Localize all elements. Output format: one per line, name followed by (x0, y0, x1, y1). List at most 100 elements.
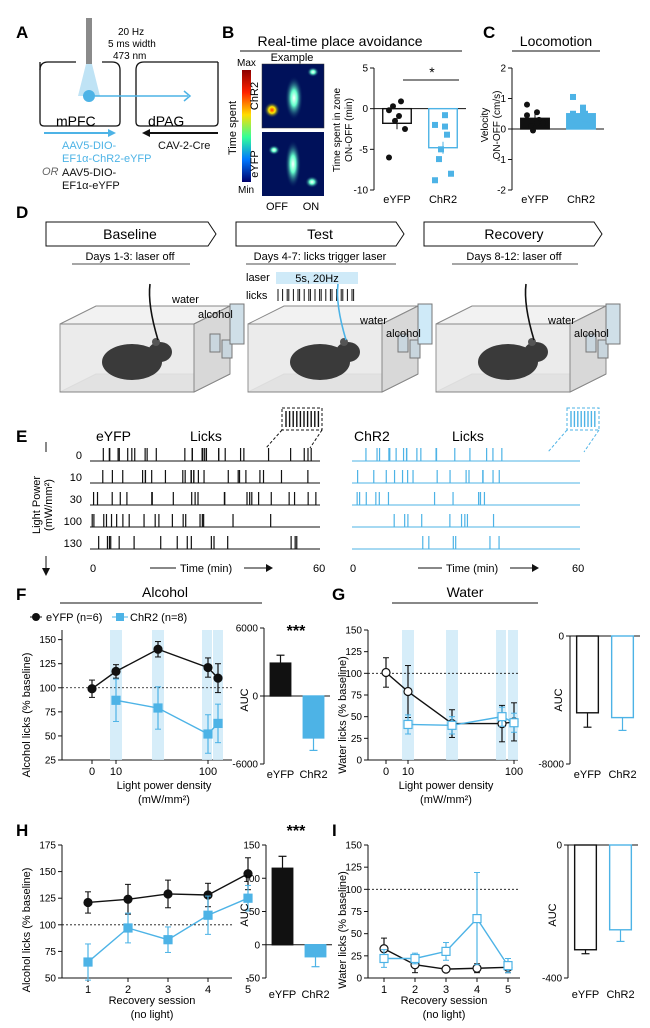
chart-C-point-ChR2-8 (582, 115, 588, 122)
mpfc-label: mPFC (56, 113, 96, 129)
stage-test-title: Test (307, 226, 333, 242)
chart-H-AUC-bar-ChR2 (304, 944, 327, 958)
chart-G-xtick-label-2: 100 (505, 766, 523, 778)
chart-H-ytick-label-0: 50 (45, 974, 57, 985)
chart-C-point-eYFP-3 (528, 122, 534, 129)
c-ylabel-2: ON-OFF (cm/s) (492, 91, 503, 160)
bottle-baseline (229, 303, 245, 345)
f-title: Alcohol (142, 584, 188, 600)
chart-H-xtick-label-3: 4 (205, 984, 211, 996)
mouse-recovery (478, 344, 538, 380)
chart-F-AUC-ytick-label-0: 6000 (236, 624, 259, 635)
chart-F-point-1-4 (213, 718, 223, 729)
chart-C-point-ChR2-5 (586, 122, 592, 129)
stage-recovery-title: Recovery (484, 226, 543, 242)
chart-G-AUC-ytick-label-0: 0 (558, 632, 564, 643)
b-off: OFF (266, 201, 288, 213)
chart-B-point-eYFP-2 (398, 98, 404, 105)
panel-h: Alcohol licks (% baseline) Recovery sess… (21, 823, 332, 1021)
e-licks-left: Licks (190, 428, 222, 444)
b-ylabel-1: Time spent in zone (332, 88, 343, 173)
e-row-label-2: 30 (70, 494, 82, 506)
e-zoom-eyfp (281, 407, 323, 431)
chart-F-point-1-3 (203, 729, 213, 739)
g-xlabel-1: Light power density (399, 780, 494, 792)
cav-label: CAV-2-Cre (158, 140, 210, 152)
e-ylabel-2: (mW/mm²) (43, 479, 55, 531)
cage-baseline: water alcohol (59, 283, 245, 393)
chart-G-stim-band-3 (508, 630, 518, 760)
chart-I-xtick-label-1: 2 (412, 984, 418, 996)
chart-F-xtick-label-2: 100 (199, 766, 217, 778)
chart-C-point-ChR2-1 (580, 104, 586, 111)
e-chr2: ChR2 (354, 428, 390, 444)
chart-G-AUC-bar-eYFP (575, 635, 600, 714)
chart-F-ytick-label-4: 125 (39, 659, 56, 670)
chart-G-xtick-label-1: 10 (402, 766, 414, 778)
chart-H-ytick-label-4: 150 (39, 867, 56, 878)
chart-G-point-1-1 (403, 719, 413, 730)
or-label: OR (42, 166, 59, 178)
chart-F-line-1 (115, 699, 219, 735)
chart-C-point-eYFP-5 (540, 119, 546, 126)
chart-B-point-ChR2-5 (448, 170, 454, 177)
cbar-max: Max (237, 58, 256, 69)
stage-arrow-baseline (45, 221, 217, 247)
chart-F-AUC-ytick-label-1: 0 (252, 692, 258, 703)
h-significance: *** (287, 823, 306, 840)
spout-recovery (585, 333, 597, 353)
chart-F-ytick-label-5: 150 (39, 635, 56, 646)
chart-I-xtick-label-2: 3 (443, 984, 449, 996)
chart-B-cat-eYFP: eYFP (383, 194, 411, 206)
chart-H-AUC-ytick-label-2: 50 (249, 907, 261, 918)
chart-H-xtick-label-2: 3 (165, 984, 171, 996)
stage-baseline-title: Baseline (103, 226, 157, 242)
chart-C-ytick-label-2: 0 (500, 125, 506, 136)
chart-C-ytick-label-1: 1 (500, 94, 506, 105)
chart-G-AUC-cat-ChR2: ChR2 (608, 769, 636, 781)
dpag-label: dPAG (148, 113, 184, 129)
b-title: Real-time place avoidance (258, 33, 423, 49)
chart-F-AUC-cat-eYFP: eYFP (267, 769, 295, 781)
e-x0-right: 0 (350, 563, 356, 575)
c-title: Locomotion (520, 33, 592, 49)
licks-label: licks (246, 290, 268, 302)
neuron-soma (83, 90, 95, 102)
chart-H-AUC-ytick-label-0: 150 (243, 841, 260, 852)
panel-f: Alcohol eYFP (n=6) ChR2 (n=8) Alcohol li… (21, 584, 330, 806)
laser-label: laser (246, 272, 270, 284)
chart-F-point-1-1 (111, 695, 121, 705)
chart-C-point-eYFP-0 (524, 101, 530, 108)
chart-F-point-0-3 (203, 662, 213, 673)
virus-black-2: EF1α-eYFP (62, 180, 120, 192)
chart-G-ytick-label-0: 0 (356, 756, 362, 767)
chart-H-AUC-ytick-label-3: 0 (254, 940, 260, 951)
chart-G-AUC-ytick-label-1: -8000 (538, 760, 564, 771)
laser-bar (276, 272, 358, 284)
chart-G-stim-band-2 (496, 630, 506, 760)
chart-G-ytick-label-2: 50 (351, 712, 363, 723)
chart-B-point-ChR2-6 (432, 177, 438, 184)
g-auc-label: AUC (553, 688, 565, 711)
chart-H-AUC-bar-eYFP (271, 867, 294, 946)
chart-B-point-ChR2-7 (442, 112, 448, 119)
chart-I-point-1-1 (410, 953, 420, 964)
chart-G-AUC-cat-eYFP: eYFP (574, 769, 602, 781)
chart-I-ytick-label-3: 75 (351, 907, 363, 918)
fiber-cable-baseline (148, 283, 159, 341)
chart-H-point-1-1 (123, 923, 133, 933)
chart-C-ytick-label-0: 2 (500, 64, 506, 75)
chart-C-point-ChR2-3 (574, 116, 580, 123)
chart-H-point-1-4 (243, 893, 253, 903)
chart-F-point-0-2 (153, 644, 163, 654)
chart-H-point-0-2 (163, 889, 173, 899)
chart-C-cat-eYFP: eYFP (521, 194, 549, 206)
chart-G-point-1-2 (447, 720, 457, 730)
panel-b: Real-time place avoidance Example (227, 33, 466, 213)
spout-baseline (209, 333, 221, 353)
chart-C-point-ChR2-0 (570, 93, 576, 100)
chart-C-point-ChR2-6 (570, 110, 576, 117)
stage-arrow-test (235, 221, 405, 247)
